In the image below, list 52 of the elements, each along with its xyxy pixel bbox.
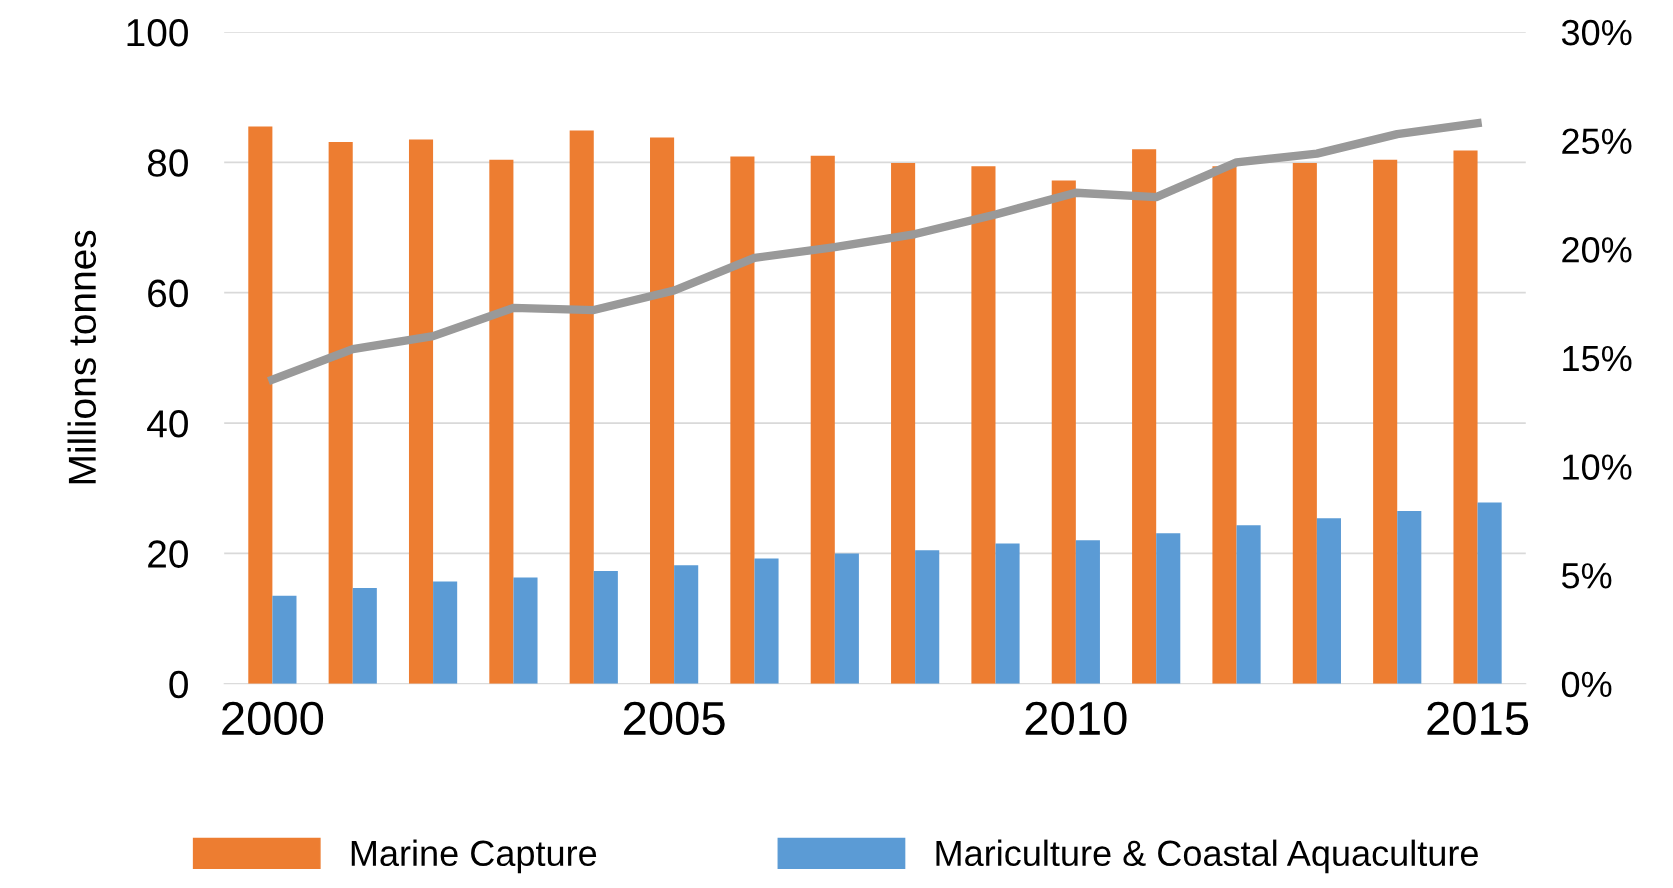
bar xyxy=(1236,525,1261,684)
bar xyxy=(1316,518,1341,684)
bar xyxy=(1132,149,1157,684)
bar xyxy=(1477,502,1502,684)
bar xyxy=(891,162,916,684)
bar xyxy=(328,142,353,684)
bar xyxy=(754,558,779,684)
bar xyxy=(730,156,755,684)
x-tick-label: 2000 xyxy=(222,701,324,736)
bar xyxy=(1156,533,1181,684)
bar xyxy=(1075,540,1100,684)
bar xyxy=(513,577,538,684)
x-tick-label: 2010 xyxy=(1025,701,1127,736)
bar xyxy=(489,159,514,684)
y2-tick-label: 10% xyxy=(1563,454,1632,480)
bar xyxy=(408,139,434,684)
bar xyxy=(1292,162,1317,684)
bar xyxy=(1373,159,1398,684)
y-tick-label: 100 xyxy=(127,18,188,47)
y-tick-label: 20 xyxy=(148,540,188,568)
y-tick-label: 0 xyxy=(169,670,188,699)
x-tick-label: 2015 xyxy=(1427,701,1529,736)
bar xyxy=(593,571,618,684)
y2-tick-label: 0% xyxy=(1561,671,1612,698)
legend-label: Marine Capture xyxy=(351,839,597,874)
y2-tick-label: 20% xyxy=(1562,237,1632,263)
y2-tick-label: 30% xyxy=(1561,19,1632,46)
legend-label: Mariculture & Coastal Aquaculture xyxy=(936,839,1478,874)
y-tick-label: 80 xyxy=(147,149,188,177)
bar xyxy=(569,130,594,684)
bar xyxy=(1453,150,1478,684)
bar xyxy=(834,553,859,684)
bar xyxy=(352,587,377,684)
bar xyxy=(433,581,458,684)
bar xyxy=(810,155,835,684)
x-tick-label: 2005 xyxy=(623,701,725,736)
bar xyxy=(650,137,675,684)
bar xyxy=(995,543,1020,684)
y2-tick-label: 15% xyxy=(1563,345,1632,372)
bar xyxy=(971,166,996,684)
bar xyxy=(272,595,297,684)
bar xyxy=(1051,180,1076,684)
bar xyxy=(248,126,273,684)
y-tick-label: 60 xyxy=(148,279,188,308)
bar xyxy=(915,550,940,684)
y-tick-label: 40 xyxy=(147,409,188,438)
y2-tick-label: 25% xyxy=(1562,128,1632,155)
y2-tick-label: 5% xyxy=(1561,563,1612,589)
bar xyxy=(1212,166,1237,684)
y-axis-title: Millions tonnes xyxy=(67,230,97,484)
bar xyxy=(674,565,699,684)
bar xyxy=(1397,511,1422,684)
